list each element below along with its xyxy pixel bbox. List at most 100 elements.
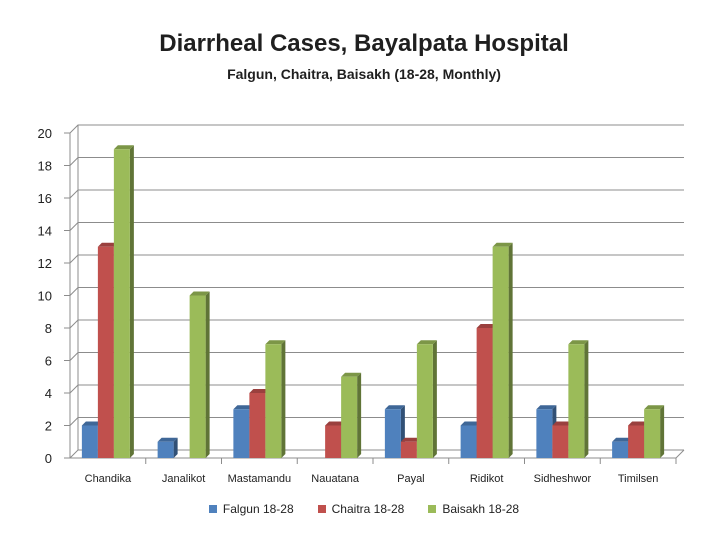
y-tick-label: 2 [45, 419, 52, 434]
gridline [69, 319, 684, 329]
legend-label: Falgun 18-28 [222, 502, 294, 516]
chart-subtitle: Falgun, Chaitra, Baisakh (18-28, Monthly… [227, 66, 501, 82]
x-tick-label: Chandika [85, 473, 132, 485]
chart-plot-area: 0 2 4 6 8 10 12 14 16 18 20 Chandika Janalikot Mastam… [38, 124, 685, 485]
bar-side [173, 437, 178, 458]
bar-side [508, 242, 513, 458]
bar-side [432, 340, 437, 458]
bar-front [81, 425, 98, 458]
bar-front [476, 328, 493, 458]
bar-top [384, 405, 405, 410]
bar [568, 340, 589, 458]
gridline [69, 189, 684, 199]
bar-front [552, 425, 569, 458]
y-tick-label: 16 [38, 191, 52, 206]
bar-top [157, 437, 178, 442]
bar-front [113, 149, 130, 458]
y-tick-label: 18 [38, 159, 52, 174]
bar-top [568, 340, 589, 345]
legend-swatch [317, 505, 326, 513]
bar-side [129, 145, 134, 458]
bar-front [249, 393, 266, 458]
bar-side [281, 340, 286, 458]
legend-label: Chaitra 18-28 [331, 502, 405, 516]
bar-front [157, 441, 174, 458]
bar-top [325, 421, 346, 426]
bar-front [460, 425, 477, 458]
bar-top [233, 405, 254, 410]
bar-front [384, 409, 401, 458]
bar-front [568, 344, 585, 458]
bar-front [628, 425, 645, 458]
bar-top [189, 291, 210, 296]
bar-side [660, 405, 665, 458]
y-tick-label: 6 [45, 354, 52, 369]
bar-front [416, 344, 433, 458]
bar-top [341, 372, 362, 377]
legend-swatch [428, 505, 437, 513]
bar-top [97, 242, 118, 247]
bar-front [536, 409, 553, 458]
gridline [69, 384, 684, 394]
bar-top [628, 421, 649, 426]
bar-front [265, 344, 282, 458]
gridline [69, 124, 684, 134]
bar-top [249, 389, 270, 393]
bar [157, 437, 178, 458]
x-tick-label: Timilsen [618, 473, 659, 485]
bar-top [552, 421, 573, 426]
bar [265, 340, 286, 458]
bar-top [460, 421, 481, 426]
y-tick-label: 10 [38, 289, 52, 304]
bar-side [357, 372, 362, 458]
x-tick-label: Sidheshwor [534, 473, 592, 485]
gridline [69, 157, 684, 166]
x-tick-label: Mastamandu [228, 473, 292, 485]
bar-top [113, 145, 134, 150]
bar-top [492, 242, 513, 247]
bar-front [612, 441, 629, 458]
y-tick-label: 4 [45, 386, 52, 401]
bar-front [492, 246, 509, 458]
bar-front [97, 246, 114, 458]
bar-top [612, 437, 633, 442]
gridline [69, 222, 684, 231]
gridline [69, 254, 684, 264]
bar [341, 372, 362, 458]
legend-item: Falgun 18-28 [208, 502, 294, 516]
gridline [69, 287, 684, 296]
bar [416, 340, 437, 458]
legend-swatch [208, 505, 217, 513]
x-tick-label: Payal [397, 473, 425, 485]
x-tick-label: Nauatana [311, 473, 360, 485]
legend-item: Chaitra 18-28 [317, 502, 405, 516]
bar-side [584, 340, 589, 458]
bar [644, 405, 665, 458]
y-tick-label: 20 [38, 126, 52, 141]
bar-front [400, 441, 417, 458]
bar-top [536, 405, 557, 410]
bar-front [341, 376, 358, 458]
y-tick-label: 8 [45, 321, 52, 336]
chart-title: Diarrheal Cases, Bayalpata Hospital [159, 30, 569, 57]
bar-top [265, 340, 286, 345]
gridline [69, 417, 684, 426]
y-tick-label: 14 [38, 224, 52, 239]
bar-front [644, 409, 661, 458]
bar-top [416, 340, 437, 345]
chart-legend: Falgun 18-28 Chaitra 18-28 Baisakh 18-28 [0, 502, 728, 516]
bar-top [81, 421, 102, 426]
bar [113, 145, 134, 458]
bar [492, 242, 513, 458]
gridline [69, 352, 684, 361]
x-axis-depth [675, 449, 685, 459]
x-tick-label: Janalikot [162, 473, 205, 485]
bar-top [476, 324, 497, 328]
x-tick-label: Ridikot [470, 473, 504, 485]
bar-front [325, 425, 342, 458]
bar-front [189, 295, 206, 458]
y-tick-label: 0 [45, 451, 52, 466]
bar-front [233, 409, 250, 458]
legend-item: Baisakh 18-28 [428, 502, 519, 516]
bar-top [400, 437, 421, 442]
